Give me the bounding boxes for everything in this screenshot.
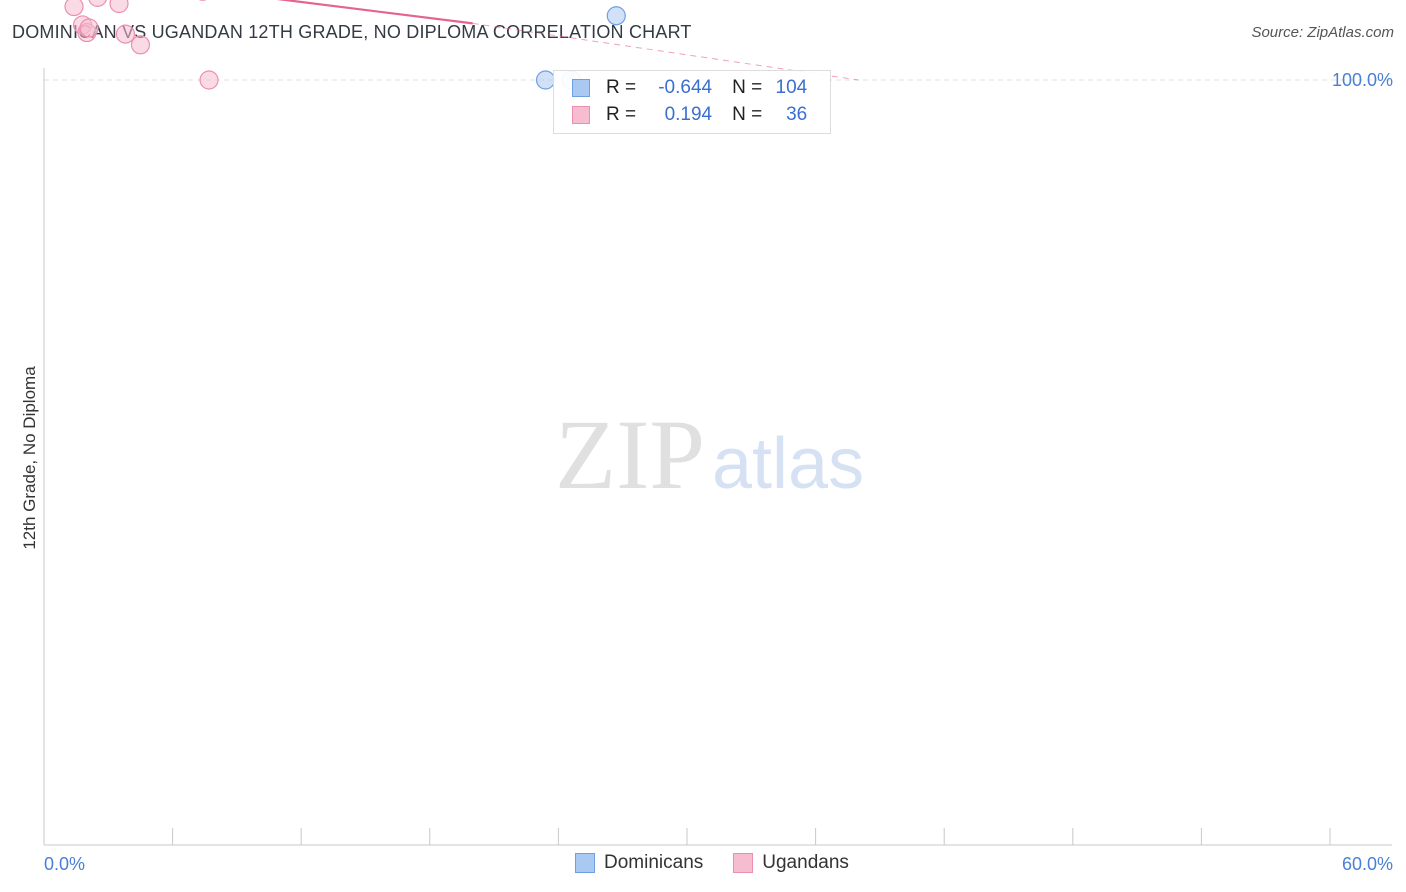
legend-row-dominicans: R = -0.644 N = 104	[572, 75, 807, 101]
legend-n-value: 36	[786, 104, 808, 125]
series-legend: Dominicans Ugandans	[575, 852, 879, 874]
chart-title: DOMINICAN VS UGANDAN 12TH GRADE, NO DIPL…	[12, 22, 692, 42]
dominican-point	[535, 70, 556, 90]
legend-row-ugandans: R = 0.194 N = 36	[572, 102, 807, 128]
legend-r-label: R =	[606, 104, 637, 125]
legend-swatch-blue	[575, 853, 595, 873]
watermark-zip: ZIP	[555, 399, 705, 510]
x-tick-label: 0.0%	[44, 854, 85, 874]
trend-lines	[276, 0, 859, 81]
dominican-point	[606, 6, 626, 26]
ugandan-trend-line	[276, 0, 473, 25]
axes	[43, 68, 1392, 846]
legend-n-value: 104	[775, 77, 808, 98]
legend-r-label: R =	[606, 77, 637, 98]
ugandan-point	[130, 35, 151, 55]
legend-item-ugandans: Ugandans	[733, 852, 849, 874]
legend-swatch-blue	[572, 79, 590, 97]
x-tick-label: 60.0%	[1342, 854, 1393, 874]
legend-label: Ugandans	[762, 852, 849, 873]
grid-lines	[44, 79, 1392, 81]
legend-swatch-pink	[572, 106, 590, 124]
legend-label: Dominicans	[604, 852, 704, 873]
legend-item-dominicans: Dominicans	[575, 852, 703, 874]
ugandan-point	[88, 0, 107, 7]
ugandan-point	[64, 0, 84, 17]
stats-legend: R = -0.644 N = 104 R = 0.194 N = 36	[553, 70, 831, 134]
legend-swatch-pink	[733, 853, 754, 873]
y-axis-label: 12th Grade, No Diploma	[20, 366, 39, 550]
legend-r-value: 0.194	[664, 104, 713, 125]
legend-n-label: N =	[732, 104, 763, 125]
legend-n-label: N =	[732, 77, 763, 98]
y-tick-label: 100.0%	[1332, 70, 1393, 90]
ugandan-point	[199, 70, 219, 90]
source-label: Source: ZipAtlas.com	[1251, 24, 1394, 41]
ugandan-point	[115, 24, 136, 44]
tick-labels: 62.5%75.0%87.5%100.0%0.0%60.0%	[44, 70, 1393, 874]
ugandan-point	[109, 0, 129, 14]
watermark: ZIP atlas	[555, 399, 864, 510]
ugandan-point	[79, 18, 99, 38]
watermark-atlas: atlas	[712, 424, 864, 504]
legend-r-value: -0.644	[658, 77, 713, 98]
